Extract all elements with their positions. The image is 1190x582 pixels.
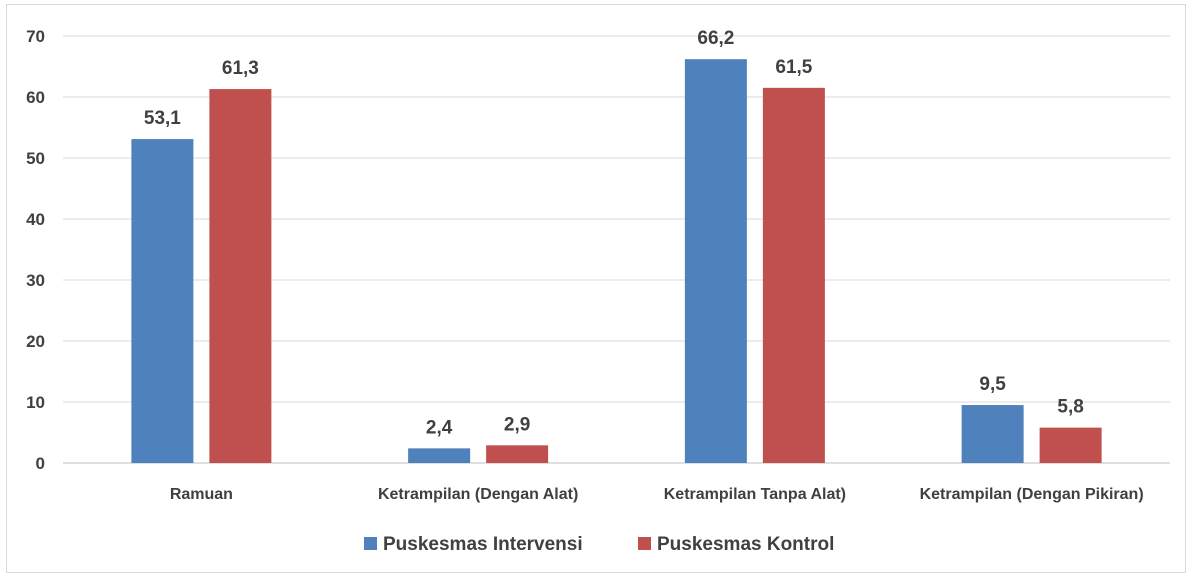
y-tick-label: 60 xyxy=(26,88,45,107)
data-label: 53,1 xyxy=(144,108,181,129)
data-label: 2,9 xyxy=(504,414,530,435)
x-category-label: Ketrampilan Tanpa Alat) xyxy=(664,486,846,503)
legend-swatch xyxy=(364,537,377,550)
bar-intervensi xyxy=(684,59,747,464)
x-category-label: Ketrampilan (Dengan Alat) xyxy=(378,486,578,503)
data-labels: 53,1 61,3 2,4 2,9 66,2 61,5 9,5 5,8 xyxy=(144,28,1084,438)
bar-kontrol xyxy=(209,89,272,463)
x-category-label: Ramuan xyxy=(170,486,233,503)
data-label: 2,4 xyxy=(426,417,453,438)
y-tick-label: 10 xyxy=(26,393,45,412)
y-tick-label: 40 xyxy=(26,210,45,229)
bar-kontrol xyxy=(486,445,549,463)
y-axis-ticks: 0 10 20 30 40 50 60 70 xyxy=(26,27,45,473)
data-label: 9,5 xyxy=(979,374,1006,395)
legend-label: Puskesmas Kontrol xyxy=(657,534,834,555)
legend: Puskesmas Intervensi Puskesmas Kontrol xyxy=(364,534,834,555)
y-tick-label: 0 xyxy=(36,454,45,473)
y-tick-label: 20 xyxy=(26,332,45,351)
y-tick-label: 50 xyxy=(26,149,45,168)
x-category-label: Ketrampilan (Dengan Pikiran) xyxy=(920,486,1144,503)
bar-intervensi xyxy=(408,448,471,463)
bar-intervensi xyxy=(131,139,194,463)
data-label: 61,5 xyxy=(775,57,812,78)
bar-intervensi xyxy=(961,405,1024,463)
chart-border xyxy=(6,4,1186,573)
y-tick-label: 70 xyxy=(26,27,45,46)
bars xyxy=(131,59,1102,464)
bar-kontrol xyxy=(762,87,825,463)
data-label: 5,8 xyxy=(1057,397,1083,418)
bar-kontrol xyxy=(1039,427,1102,463)
legend-swatch xyxy=(638,537,651,550)
legend-label: Puskesmas Intervensi xyxy=(383,534,583,555)
x-axis-categories: Ramuan Ketrampilan (Dengan Alat) Ketrampil… xyxy=(170,486,1144,503)
y-tick-label: 30 xyxy=(26,271,45,290)
data-label: 61,3 xyxy=(222,58,259,79)
data-label: 66,2 xyxy=(697,28,734,49)
